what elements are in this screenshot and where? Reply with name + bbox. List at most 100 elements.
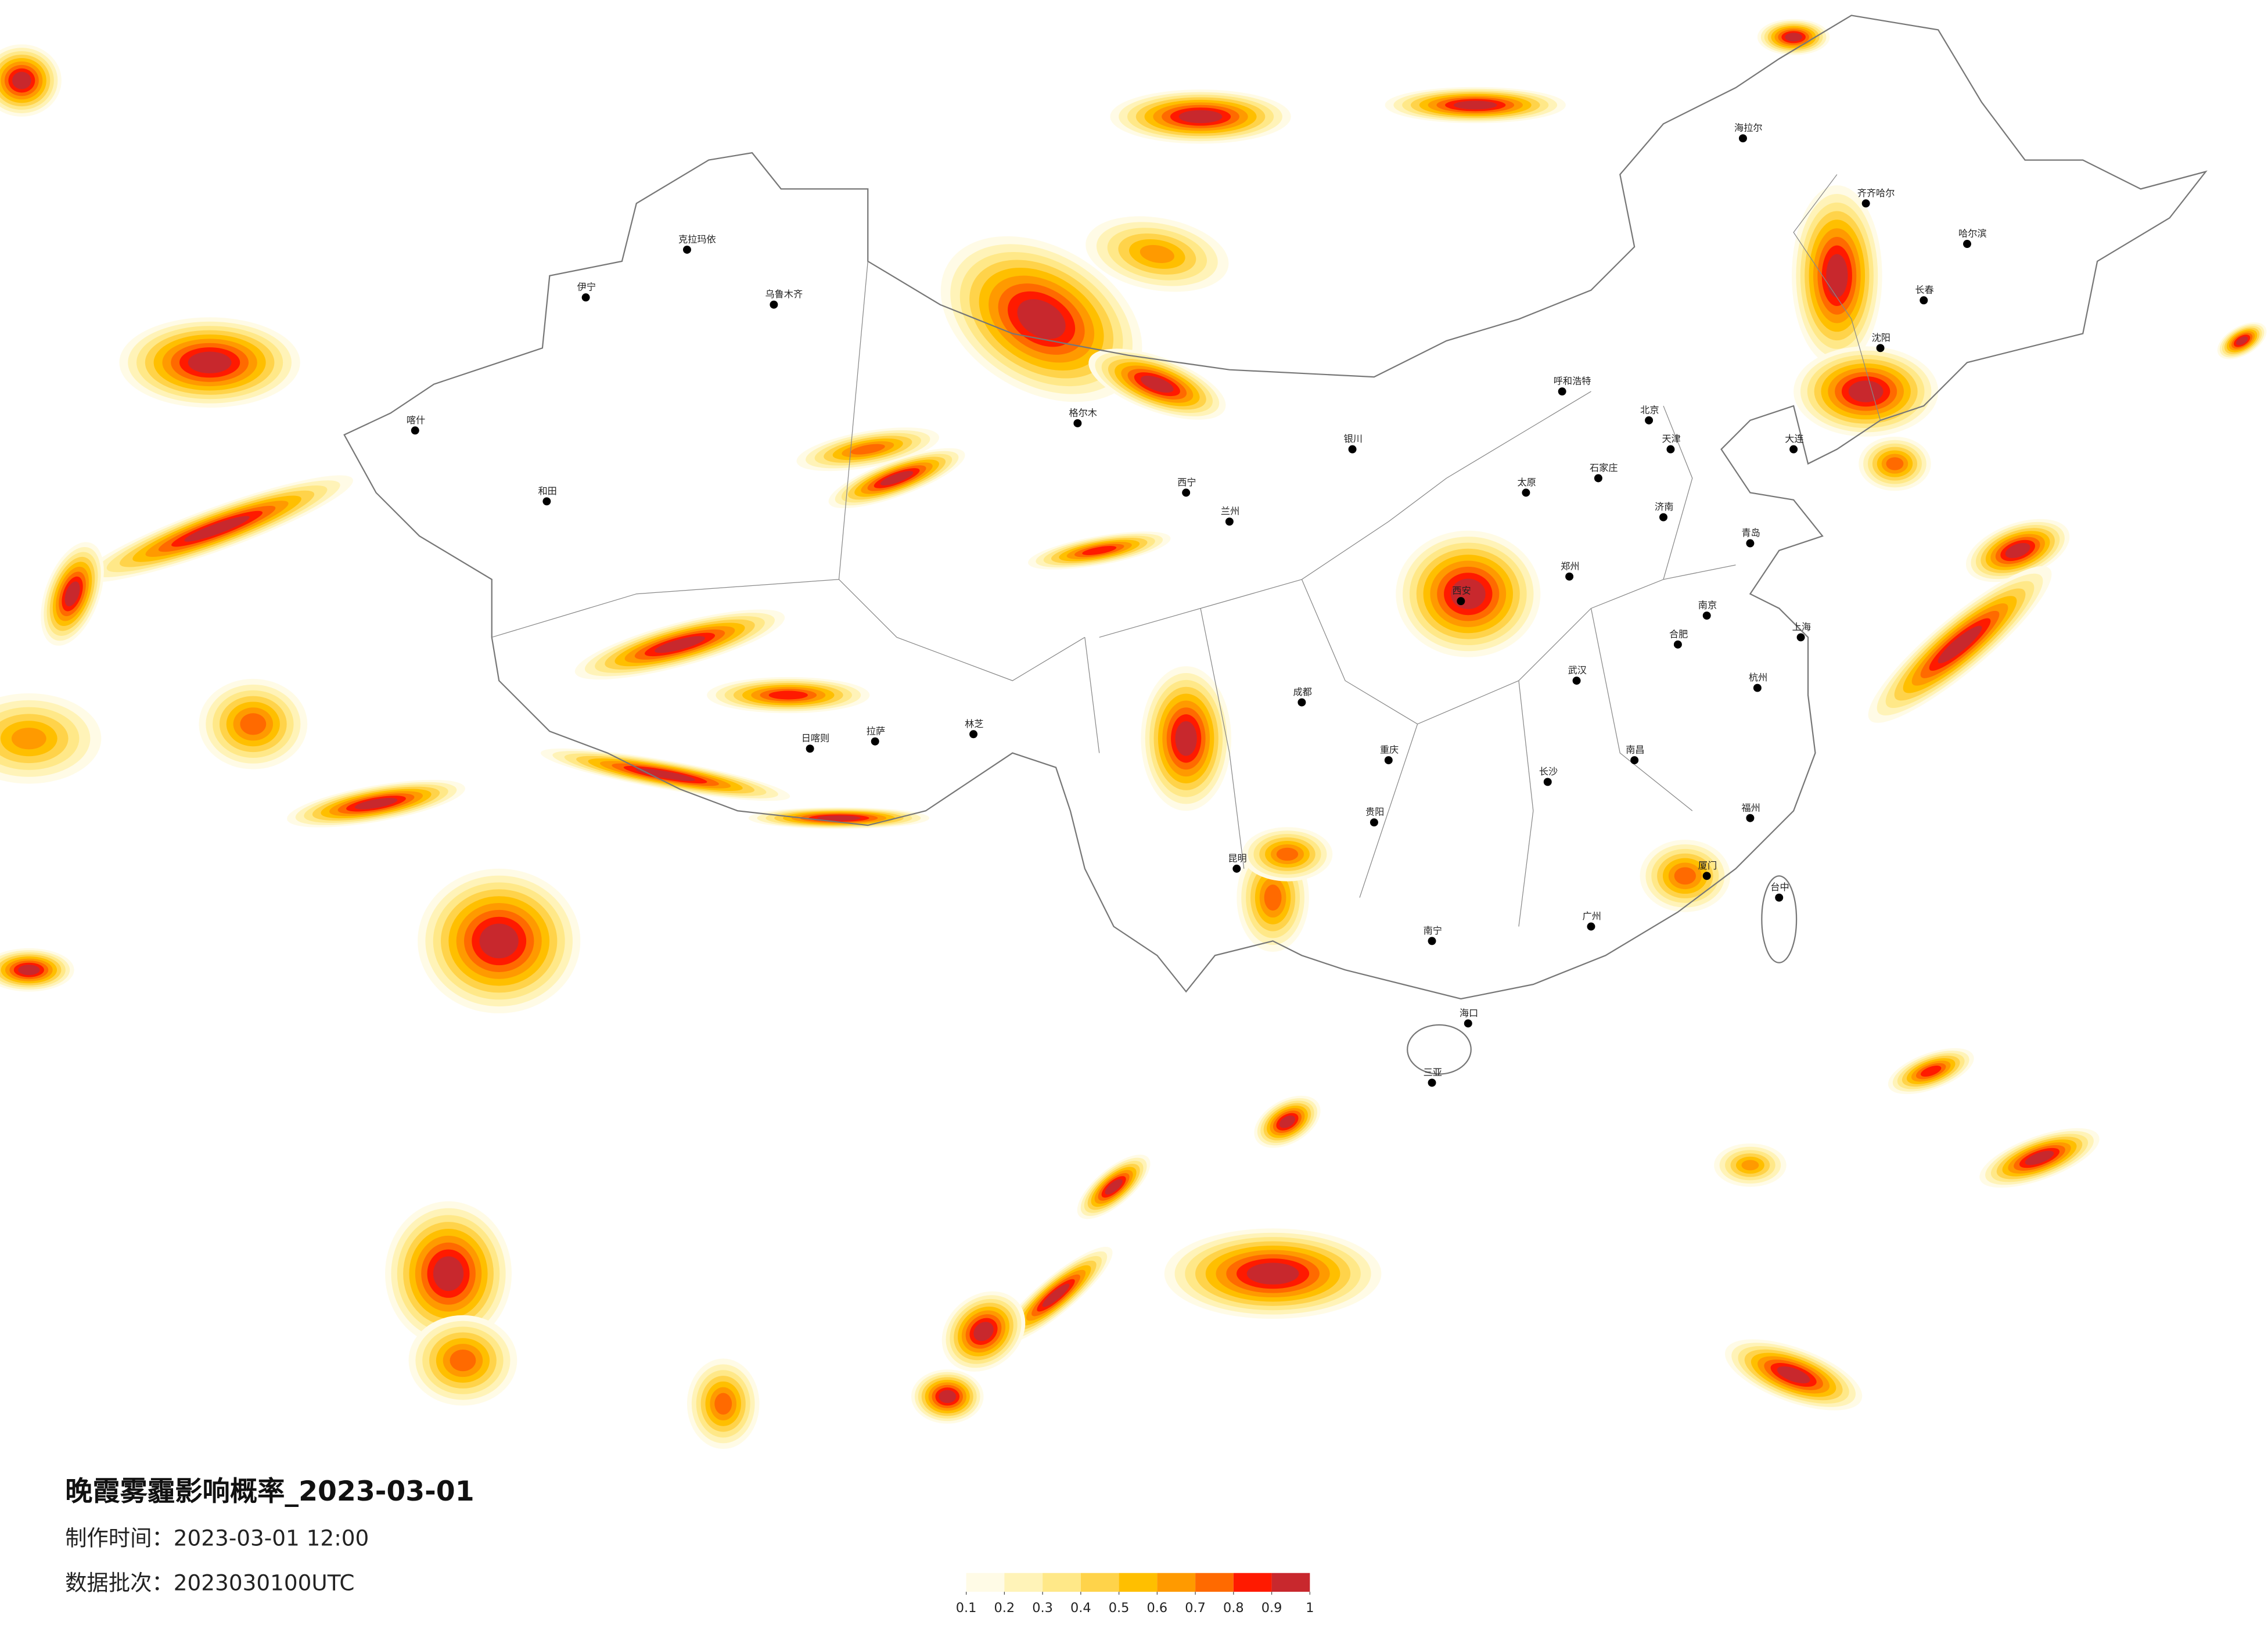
haze-area xyxy=(1264,884,1282,911)
city-label: 福州 xyxy=(1741,802,1760,813)
haze-area xyxy=(1886,457,1904,470)
haze-area xyxy=(1082,546,1117,555)
haze-area xyxy=(1777,1366,1810,1384)
haze-area xyxy=(1042,1283,1070,1307)
city-dot xyxy=(411,426,419,435)
legend-swatch xyxy=(1157,1573,1196,1592)
city-label: 哈尔滨 xyxy=(1958,228,1987,239)
city-dot xyxy=(1384,756,1393,765)
legend-swatch xyxy=(1233,1573,1272,1592)
city-label: 成都 xyxy=(1293,686,1311,697)
city-label: 南宁 xyxy=(1424,925,1442,936)
city-label: 呼和浩特 xyxy=(1554,376,1591,387)
legend-tick-label: 0.3 xyxy=(1032,1600,1053,1616)
haze-area xyxy=(1178,110,1223,124)
city-dot xyxy=(1428,937,1436,945)
city-dot xyxy=(1775,893,1784,902)
taiwan-outline xyxy=(1761,875,1798,963)
haze-area xyxy=(64,581,80,607)
city-label: 长春 xyxy=(1915,285,1933,296)
city-dot xyxy=(1428,1078,1436,1087)
city-dot xyxy=(1182,488,1191,497)
city-dot xyxy=(1645,416,1654,425)
city-dot xyxy=(1702,611,1711,620)
city-dot xyxy=(1073,419,1082,427)
city-label: 西安 xyxy=(1452,585,1471,596)
city-label: 长沙 xyxy=(1539,766,1558,777)
map-title: 晚霞雾霾影响概率_2023-03-01 xyxy=(65,1476,475,1508)
city-label: 大连 xyxy=(1785,433,1803,444)
city-label: 南京 xyxy=(1698,600,1717,611)
haze-area xyxy=(2025,1150,2054,1165)
legend-swatch xyxy=(1080,1573,1119,1592)
haze-area xyxy=(450,1349,476,1372)
haze-area xyxy=(1276,847,1299,861)
haze-area xyxy=(714,1393,732,1415)
city-label: 齐齐哈尔 xyxy=(1857,188,1895,199)
city-dot xyxy=(1963,240,1971,248)
city-label: 厦门 xyxy=(1698,860,1717,871)
legend-tick-label: 0.2 xyxy=(994,1600,1015,1616)
city-dot xyxy=(1789,445,1798,454)
legend-tick-label: 0.5 xyxy=(1109,1600,1130,1616)
city-label: 乌鲁木齐 xyxy=(765,289,803,300)
legend-swatch xyxy=(1195,1573,1234,1592)
city-label: 太原 xyxy=(1517,477,1536,488)
haze-area xyxy=(188,351,232,373)
legend-tick-label: 0.4 xyxy=(1070,1600,1091,1616)
haze-area xyxy=(1279,1115,1296,1128)
city-label: 三亚 xyxy=(1424,1067,1442,1078)
legend-swatch xyxy=(1004,1573,1043,1592)
city-label: 郑州 xyxy=(1561,560,1579,571)
haze-area xyxy=(1246,1262,1299,1285)
haze-area xyxy=(1105,1179,1123,1195)
legend-swatch xyxy=(1043,1573,1081,1592)
city-dot xyxy=(1543,778,1552,786)
haze-area xyxy=(655,636,705,653)
legend-swatch xyxy=(1271,1573,1310,1592)
data-batch: 数据批次：2023030100UTC xyxy=(65,1570,354,1596)
city-dot xyxy=(806,744,814,753)
city-label: 和田 xyxy=(538,485,556,497)
city-label: 西宁 xyxy=(1177,477,1196,488)
haze-area xyxy=(1141,375,1174,393)
city-label: 济南 xyxy=(1655,501,1673,512)
city-label: 兰州 xyxy=(1221,506,1239,517)
city-dot xyxy=(1659,513,1667,521)
haze-area xyxy=(11,728,46,750)
city-dot xyxy=(1232,864,1241,873)
city-label: 天津 xyxy=(1662,433,1681,444)
haze-area xyxy=(1741,1160,1759,1171)
haze-area xyxy=(817,815,861,821)
city-label: 北京 xyxy=(1640,404,1659,415)
city-dot xyxy=(1297,698,1306,707)
haze-area xyxy=(1017,299,1066,339)
haze-area xyxy=(184,516,250,542)
haze-area xyxy=(850,444,885,455)
city-label: 日喀则 xyxy=(801,733,830,744)
city-label: 杭州 xyxy=(1749,672,1767,683)
city-dot xyxy=(1920,296,1928,305)
hainan-outline xyxy=(1407,1024,1472,1075)
city-label: 拉萨 xyxy=(867,725,885,736)
city-label: 伊宁 xyxy=(577,282,596,293)
city-dot xyxy=(1746,814,1755,822)
haze-area xyxy=(433,1256,464,1292)
city-dot xyxy=(1753,684,1762,692)
city-label: 克拉玛依 xyxy=(678,234,716,245)
haze-area xyxy=(939,1390,957,1404)
haze-area xyxy=(2005,542,2030,559)
haze-area xyxy=(1140,244,1174,264)
city-dot xyxy=(1746,539,1755,548)
city-dot xyxy=(1464,1019,1472,1028)
haze-area xyxy=(768,690,808,700)
haze-area xyxy=(479,923,519,959)
haze-layer xyxy=(0,19,2267,1449)
haze-area xyxy=(240,713,267,735)
city-dot xyxy=(1594,474,1602,483)
legend-tick-label: 0.8 xyxy=(1223,1600,1244,1616)
city-dot xyxy=(1370,818,1378,827)
city-dot xyxy=(682,246,691,254)
